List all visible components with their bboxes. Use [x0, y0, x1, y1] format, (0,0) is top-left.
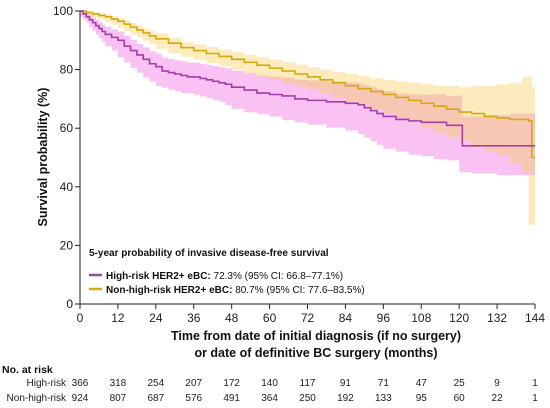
confidence-band-non-high-risk-her2-ebc — [80, 11, 535, 225]
risk-count: 254 — [147, 378, 164, 389]
risk-count: 60 — [454, 393, 466, 404]
risk-count: 140 — [261, 378, 278, 389]
x-tick-label: 60 — [263, 311, 277, 325]
risk-row-label: Non-high-risk — [7, 393, 67, 404]
risk-count: 207 — [185, 378, 202, 389]
risk-count: 491 — [223, 393, 240, 404]
legend-entry-high-risk-label: High-risk HER2+ eBC: — [106, 271, 211, 282]
x-tick-label: 132 — [487, 311, 507, 325]
axes: 0 20 40 60 80 100 0 12 24 36 48 60 72 84 96 108 120 132 14… — [53, 4, 545, 325]
x-tick-label: 120 — [449, 311, 469, 325]
y-tick-label: 100 — [53, 4, 73, 18]
risk-count: 22 — [492, 393, 504, 404]
risk-count: 172 — [223, 378, 240, 389]
risk-count: 95 — [416, 393, 428, 404]
risk-count: 1 — [532, 393, 538, 404]
legend-entry-high-risk: High-risk HER2+ eBC: 72.3% (95% CI: 66.8… — [106, 271, 343, 282]
survival-curves — [80, 10, 535, 159]
y-tick-label: 40 — [60, 180, 74, 194]
confidence-band-high-risk-her2-ebc — [80, 11, 535, 176]
risk-count: 1 — [532, 378, 538, 389]
x-tick-label: 96 — [377, 311, 391, 325]
risk-row-label: High-risk — [27, 378, 67, 389]
risk-count: 364 — [261, 393, 278, 404]
x-tick-label: 12 — [111, 311, 125, 325]
legend-entry-non-high-risk: Non-high-risk HER2+ eBC: 80.7% (95% CI: … — [106, 285, 365, 296]
y-tick-label: 20 — [60, 238, 74, 252]
x-tick-label: 144 — [525, 311, 545, 325]
survival-curve-non-high-risk-her2-ebc — [80, 10, 535, 159]
risk-count: 117 — [300, 378, 316, 389]
risk-count: 366 — [72, 378, 89, 389]
x-tick-label: 36 — [187, 311, 201, 325]
risk-count: 9 — [494, 378, 500, 389]
x-axis-title-line-1: Time from date of initial diagnosis (if … — [171, 329, 461, 343]
legend-title: 5-year probability of invasive disease-f… — [89, 248, 329, 259]
y-axis-title: Survival probability (%) — [36, 88, 50, 227]
x-tick-label: 84 — [339, 311, 353, 325]
legend-entry-non-high-risk-detail: 80.7% (95% CI: 77.6–83.5%) — [235, 285, 365, 296]
x-tick-label: 48 — [225, 311, 239, 325]
risk-count: 71 — [378, 378, 390, 389]
x-tick-label: 72 — [301, 311, 315, 325]
risk-count: 318 — [110, 378, 127, 389]
legend-entry-high-risk-detail: 72.3% (95% CI: 66.8–77.1%) — [214, 271, 344, 282]
legend-entry-non-high-risk-label: Non-high-risk HER2+ eBC: — [106, 285, 232, 296]
survival-curve-high-risk-her2-ebc — [80, 10, 535, 147]
risk-count: 47 — [416, 378, 428, 389]
risk-count: 576 — [185, 393, 202, 404]
risk-count: 25 — [454, 378, 466, 389]
number-at-risk-table: No. at risk High-risk 366 318 254 207 172 140 1… — [2, 364, 538, 404]
x-tick-label: 24 — [149, 311, 163, 325]
x-tick-label: 0 — [77, 311, 84, 325]
risk-count: 687 — [147, 393, 164, 404]
y-tick-label: 80 — [60, 63, 74, 77]
risk-count: 250 — [299, 393, 316, 404]
risk-table-title: No. at risk — [2, 364, 53, 376]
risk-count: 192 — [337, 393, 354, 404]
confidence-bands — [80, 11, 535, 225]
legend: 5-year probability of invasive disease-f… — [89, 248, 365, 296]
x-axis-title-line-2: or date of definitive BC surgery (months… — [194, 346, 437, 360]
x-tick-label: 108 — [411, 311, 431, 325]
risk-count: 133 — [375, 393, 392, 404]
risk-count: 91 — [340, 378, 352, 389]
y-tick-label: 0 — [66, 297, 73, 311]
y-tick-label: 60 — [60, 121, 74, 135]
risk-count: 924 — [72, 393, 89, 404]
risk-count: 807 — [110, 393, 127, 404]
